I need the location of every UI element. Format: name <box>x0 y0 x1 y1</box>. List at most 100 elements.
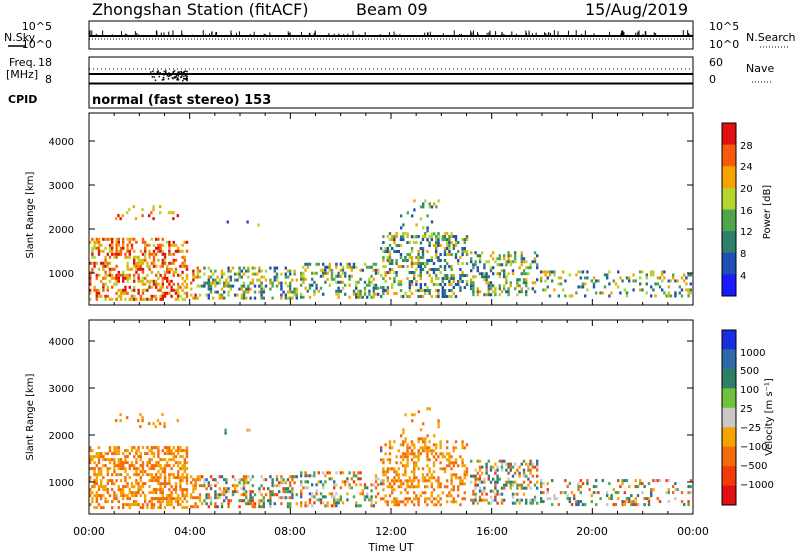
power-cell <box>115 240 118 244</box>
power-cell <box>260 296 263 300</box>
power-cell <box>289 290 292 294</box>
velocity-cell <box>402 473 405 477</box>
power-cell <box>424 235 427 239</box>
power-cell <box>155 294 158 298</box>
power-cell <box>291 296 294 300</box>
velocity-cell <box>251 490 254 494</box>
velocity-cell <box>326 501 329 505</box>
power-cell <box>91 249 94 253</box>
power-cell <box>386 271 389 275</box>
power-cell <box>192 296 195 300</box>
power-cell <box>304 262 307 266</box>
power-cell <box>192 272 195 276</box>
power-cell <box>441 280 444 284</box>
velocity-cell <box>492 465 495 469</box>
power-cell <box>141 279 145 283</box>
power-cell <box>247 290 250 294</box>
power-cell <box>326 271 329 275</box>
velocity-cell <box>505 468 508 472</box>
velocity-cell <box>174 488 178 492</box>
power-cell <box>289 269 292 273</box>
power-cell <box>419 256 422 260</box>
power-cell <box>489 266 493 270</box>
power-cell <box>166 279 169 283</box>
power-cell <box>402 223 405 227</box>
velocity-cell <box>339 471 342 475</box>
power-cell <box>227 293 230 297</box>
power-cell <box>152 243 156 247</box>
velocity-cell <box>273 502 276 506</box>
power-cell <box>450 265 453 269</box>
vel-cbar-tick-25: 25 <box>740 404 753 415</box>
power-cell <box>575 273 578 277</box>
power-cell <box>492 272 495 276</box>
velocity-cell <box>424 479 427 483</box>
velocity-cell <box>509 483 512 487</box>
velocity-cell <box>536 465 539 469</box>
power-cell <box>157 282 160 286</box>
velocity-cell <box>432 503 436 507</box>
velocity-cell <box>395 500 398 504</box>
velocity-cell <box>380 446 383 450</box>
velocity-cell <box>113 470 116 474</box>
power-cell <box>408 253 411 257</box>
velocity-cell <box>413 452 416 456</box>
power-cell <box>388 256 392 260</box>
velocity-cell <box>300 495 303 499</box>
power-cell <box>249 287 252 291</box>
velocity-cell <box>163 476 167 480</box>
power-cell <box>590 279 593 283</box>
velocity-cell <box>209 487 213 491</box>
velocity-cell <box>214 490 217 494</box>
power-cell <box>220 275 224 279</box>
power-cbar-tick-20: 20 <box>740 184 753 195</box>
velocity-cell <box>339 486 342 490</box>
power-cell <box>135 255 138 259</box>
velocity-cell <box>152 497 156 501</box>
power-cell <box>141 288 145 292</box>
velocity-cell <box>406 482 409 486</box>
velocity-cell <box>100 473 103 477</box>
freq-point <box>182 79 184 82</box>
velocity-cell <box>536 474 539 478</box>
power-cell <box>459 280 462 284</box>
velocity-cell <box>130 446 134 450</box>
power-cell <box>119 294 123 298</box>
power-cell <box>284 275 287 279</box>
power-cell <box>465 250 469 254</box>
velocity-cell <box>450 494 453 498</box>
power-cell <box>428 292 431 296</box>
power-cell <box>220 296 224 300</box>
power-cell <box>406 235 409 239</box>
date-label: 15/Aug/2019 <box>585 0 688 19</box>
velocity-cell <box>95 494 98 498</box>
freq-point <box>171 77 174 79</box>
freq-point <box>166 74 169 77</box>
power-cell <box>518 284 521 288</box>
power-cell <box>377 286 380 290</box>
power-cell <box>428 241 431 245</box>
power-cell <box>363 292 367 296</box>
power-cell <box>289 296 292 300</box>
velocity-cell <box>531 474 534 478</box>
power-cell <box>372 283 375 287</box>
power-cell <box>489 284 493 288</box>
power-cell <box>126 249 129 253</box>
power-cell <box>93 288 96 292</box>
power-cell <box>289 284 292 288</box>
velocity-cell <box>106 482 109 486</box>
power-cell <box>161 264 164 268</box>
power-cell <box>393 238 396 242</box>
power-cell <box>144 246 147 250</box>
velocity-cell <box>452 485 455 489</box>
velocity-cell <box>557 503 560 507</box>
power-cell <box>117 273 120 277</box>
velocity-cell <box>522 474 526 478</box>
power-cell <box>117 249 120 253</box>
velocity-cell <box>155 446 158 450</box>
power-cell <box>408 271 411 275</box>
power-cell <box>161 279 164 283</box>
power-cell <box>437 235 440 239</box>
velocity-cell <box>415 494 418 498</box>
power-cell <box>161 291 164 295</box>
